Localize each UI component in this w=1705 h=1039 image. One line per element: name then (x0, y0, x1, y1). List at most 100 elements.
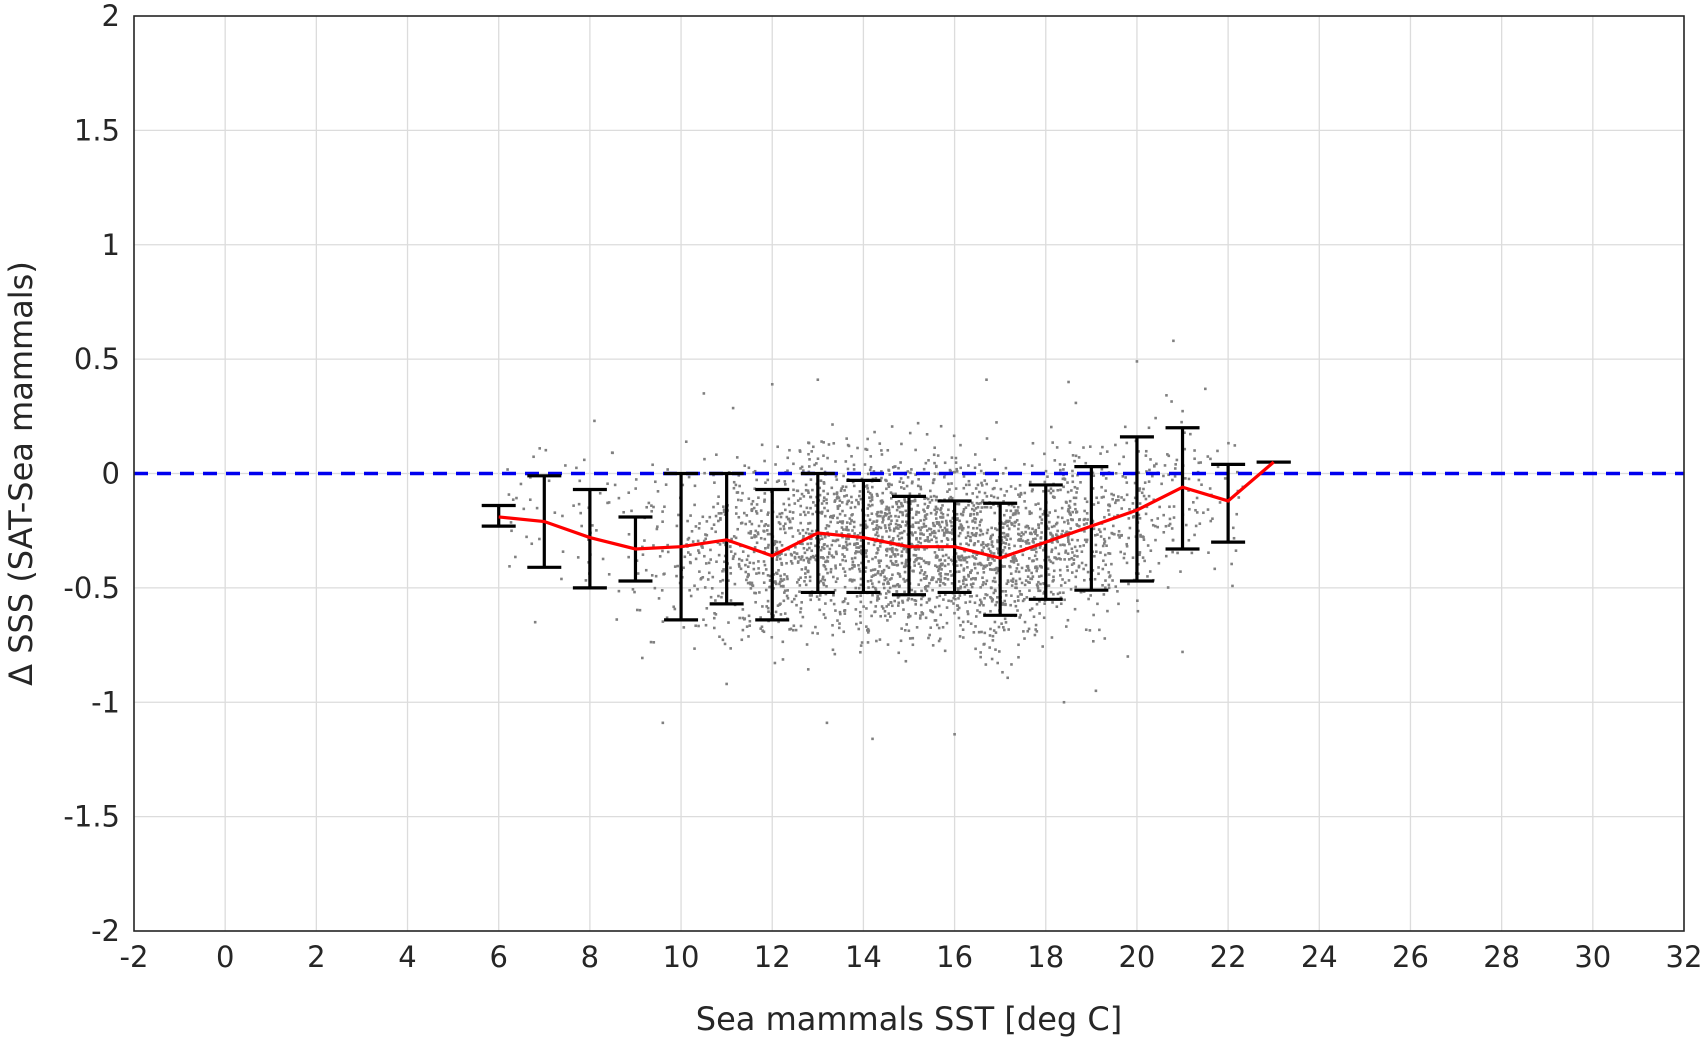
scatter-point (1147, 426, 1151, 430)
scatter-point (1108, 574, 1112, 577)
scatter-point (749, 582, 752, 586)
scatter-point (714, 599, 717, 602)
scatter-point (988, 562, 991, 565)
scatter-point (748, 581, 752, 584)
scatter-point (978, 490, 981, 494)
scatter-point (865, 549, 868, 552)
scatter-point (752, 471, 755, 474)
scatter-point (900, 627, 903, 630)
scatter-point (1202, 511, 1205, 515)
scatter-point (982, 581, 985, 584)
scatter-point (969, 514, 972, 517)
scatter-point (981, 532, 985, 536)
scatter-point (1172, 516, 1176, 519)
scatter-point (807, 441, 811, 445)
scatter-point (978, 603, 982, 607)
scatter-point (941, 562, 944, 566)
scatter-point (1140, 491, 1144, 495)
scatter-point (887, 612, 891, 615)
scatter-point (746, 565, 750, 569)
scatter-point (722, 541, 726, 544)
scatter-point (810, 549, 814, 553)
scatter-point (932, 529, 936, 533)
scatter-point (796, 560, 800, 563)
scatter-point (1055, 446, 1059, 449)
scatter-point (1026, 566, 1030, 570)
x-tick-label: 30 (1574, 940, 1611, 974)
scatter-point (869, 569, 873, 572)
scatter-point (560, 577, 563, 581)
scatter-point (942, 531, 946, 535)
scatter-point (1192, 501, 1195, 504)
scatter-point (1050, 548, 1054, 552)
scatter-point (741, 550, 745, 553)
scatter-point (1001, 472, 1005, 475)
scatter-point (807, 532, 811, 536)
scatter-point (984, 543, 988, 547)
scatter-point (1208, 487, 1212, 490)
scatter-point (1014, 582, 1018, 586)
scatter-point (779, 527, 782, 531)
scatter-point (894, 500, 898, 504)
scatter-point (953, 611, 956, 615)
scatter-point (1070, 538, 1074, 542)
scatter-point (864, 551, 868, 555)
scatter-point (836, 619, 839, 622)
scatter-point (928, 581, 931, 585)
scatter-point (1216, 465, 1220, 469)
scatter-points (506, 339, 1245, 741)
scatter-point (1147, 494, 1151, 498)
scatter-point (1033, 530, 1036, 534)
scatter-point (1074, 507, 1077, 511)
scatter-point (781, 640, 785, 644)
x-tick-label: -2 (120, 940, 149, 974)
scatter-point (845, 502, 849, 506)
scatter-point (909, 525, 913, 528)
scatter-point (1003, 565, 1006, 568)
scatter-point (855, 542, 859, 545)
scatter-point (943, 649, 947, 653)
x-tick-label: 2 (307, 940, 325, 974)
scatter-point (934, 605, 937, 609)
scatter-point (1030, 489, 1034, 493)
scatter-point (1070, 547, 1074, 551)
scatter-point (1063, 598, 1066, 602)
scatter-point (525, 535, 528, 539)
scatter-point (1037, 589, 1040, 593)
scatter-point (885, 554, 888, 557)
scatter-point (717, 519, 720, 523)
scatter-point (1157, 561, 1161, 565)
scatter-point (890, 577, 893, 580)
scatter-point (735, 456, 739, 459)
scatter-point (958, 526, 961, 529)
scatter-point (631, 588, 635, 591)
scatter-point (942, 598, 945, 601)
scatter-point (780, 579, 784, 583)
scatter-point (961, 620, 965, 624)
scatter-point (1104, 563, 1108, 567)
scatter-point (887, 508, 891, 512)
scatter-point (1070, 489, 1073, 492)
scatter-point (802, 495, 806, 498)
scatter-point (842, 528, 845, 531)
scatter-point (913, 560, 916, 564)
scatter-point (1049, 532, 1053, 536)
scatter-point (809, 598, 813, 602)
scatter-point (875, 512, 879, 516)
scatter-point (956, 608, 960, 611)
scatter-point (841, 509, 844, 513)
scatter-point (891, 604, 894, 608)
scatter-point (799, 607, 803, 610)
scatter-point (933, 472, 937, 475)
scatter-point (766, 606, 770, 610)
scatter-point (1187, 538, 1191, 542)
scatter-point (894, 522, 898, 526)
y-tick-label: 1 (102, 228, 120, 262)
scatter-point (927, 561, 931, 564)
scatter-point (792, 493, 796, 497)
scatter-point (1023, 462, 1026, 466)
scatter-point (925, 561, 928, 564)
scatter-point (827, 551, 831, 554)
scatter-point (752, 561, 755, 565)
scatter-point (1019, 534, 1023, 538)
